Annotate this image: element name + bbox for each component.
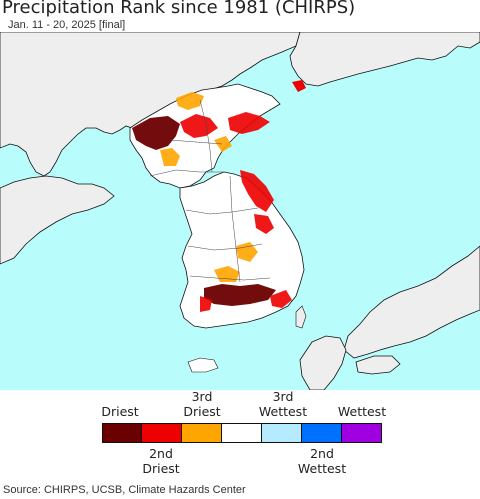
china-shandong xyxy=(0,175,115,265)
legend-swatch-wettest xyxy=(341,423,382,443)
legend-swatch-driest xyxy=(102,423,142,443)
anomaly-russia-spot xyxy=(292,80,306,92)
legend-label-3rd-driest: 3rd Driest xyxy=(183,389,221,419)
legend-swatch-3rd-wettest xyxy=(261,423,302,443)
legend-swatch-normal xyxy=(221,423,262,443)
map-title: Precipitation Rank since 1981 (CHIRPS) xyxy=(2,0,356,18)
japan-kyushu xyxy=(299,335,347,390)
japan-honshu xyxy=(343,245,480,359)
legend-label-wettest: Wettest xyxy=(337,404,387,419)
jeju-island xyxy=(187,357,219,373)
legend-label-2nd-driest: 2nd Driest xyxy=(142,446,180,476)
japan-shikoku xyxy=(355,355,401,375)
legend-swatch-2nd-wettest xyxy=(301,423,342,443)
source-credit: Source: CHIRPS, UCSB, Climate Hazards Ce… xyxy=(3,484,246,496)
legend-label-2nd-wettest: 2nd Wettest xyxy=(297,446,347,476)
province-boundaries xyxy=(149,99,271,283)
legend-label-driest: Driest xyxy=(101,404,139,419)
russia-landmass xyxy=(289,32,480,87)
legend-swatch-3rd-driest xyxy=(181,423,222,443)
tsushima-island xyxy=(295,305,307,329)
china-landmass xyxy=(0,32,301,177)
precipitation-map xyxy=(0,32,480,390)
anomaly-2nd-driest xyxy=(180,112,292,312)
legend-swatch-2nd-driest xyxy=(141,423,182,443)
map-subtitle: Jan. 11 - 20, 2025 [final] xyxy=(8,19,126,31)
anomaly-3rd-driest xyxy=(160,92,258,282)
anomaly-driest xyxy=(132,116,276,306)
legend-label-3rd-wettest: 3rd Wettest xyxy=(258,389,308,419)
